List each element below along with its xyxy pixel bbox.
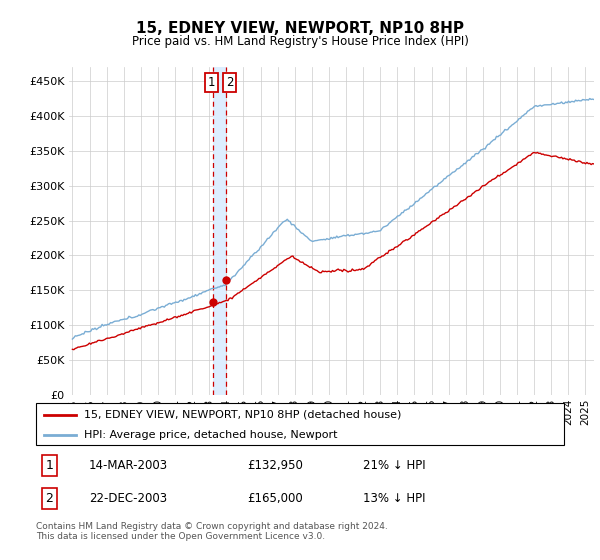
- Text: 15, EDNEY VIEW, NEWPORT, NP10 8HP: 15, EDNEY VIEW, NEWPORT, NP10 8HP: [136, 21, 464, 36]
- FancyBboxPatch shape: [36, 403, 564, 445]
- Text: 14-MAR-2003: 14-MAR-2003: [89, 459, 168, 472]
- Text: £165,000: £165,000: [247, 492, 303, 505]
- Text: HPI: Average price, detached house, Newport: HPI: Average price, detached house, Newp…: [83, 430, 337, 440]
- Text: 13% ↓ HPI: 13% ↓ HPI: [364, 492, 426, 505]
- Bar: [212, 67, 226, 395]
- Text: 22-DEC-2003: 22-DEC-2003: [89, 492, 167, 505]
- Text: 15, EDNEY VIEW, NEWPORT, NP10 8HP (detached house): 15, EDNEY VIEW, NEWPORT, NP10 8HP (detac…: [83, 410, 401, 420]
- Text: 2: 2: [45, 492, 53, 505]
- Text: 21% ↓ HPI: 21% ↓ HPI: [364, 459, 426, 472]
- Text: £132,950: £132,950: [247, 459, 303, 472]
- Text: Price paid vs. HM Land Registry's House Price Index (HPI): Price paid vs. HM Land Registry's House …: [131, 35, 469, 48]
- Text: 1: 1: [208, 76, 215, 89]
- Text: 1: 1: [45, 459, 53, 472]
- Text: 2: 2: [226, 76, 233, 89]
- Text: Contains HM Land Registry data © Crown copyright and database right 2024.
This d: Contains HM Land Registry data © Crown c…: [36, 522, 388, 542]
